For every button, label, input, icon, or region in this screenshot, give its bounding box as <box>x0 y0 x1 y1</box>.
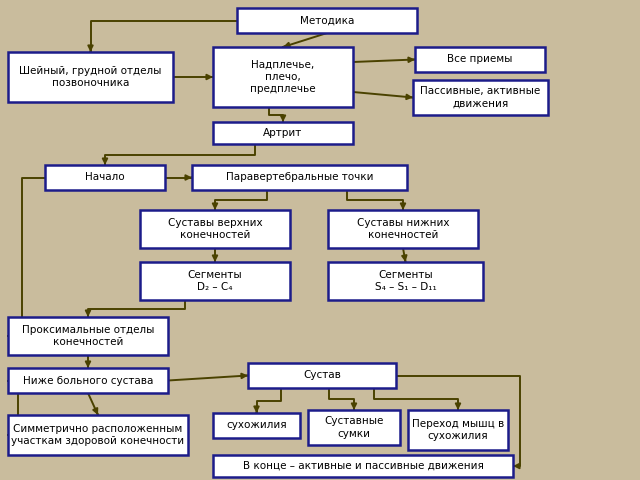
FancyBboxPatch shape <box>140 262 290 300</box>
Text: Сустав: Сустав <box>303 371 341 381</box>
Text: Артрит: Артрит <box>264 128 303 138</box>
FancyBboxPatch shape <box>8 415 188 455</box>
Text: В конце – активные и пассивные движения: В конце – активные и пассивные движения <box>243 461 483 471</box>
FancyBboxPatch shape <box>408 410 508 450</box>
Text: Методика: Методика <box>300 15 354 25</box>
Text: Суставы нижних
конечностей: Суставы нижних конечностей <box>356 218 449 240</box>
Text: Шейный, грудной отделы
позвоночника: Шейный, грудной отделы позвоночника <box>19 66 162 88</box>
Text: Переход мышц в
сухожилия: Переход мышц в сухожилия <box>412 419 504 441</box>
Text: Сегменты
D₂ – C₄: Сегменты D₂ – C₄ <box>188 270 243 292</box>
Text: Начало: Начало <box>85 172 125 182</box>
FancyBboxPatch shape <box>8 52 173 102</box>
Text: Проксимальные отделы
конечностей: Проксимальные отделы конечностей <box>22 325 154 347</box>
FancyBboxPatch shape <box>192 165 407 190</box>
FancyBboxPatch shape <box>328 210 478 248</box>
FancyBboxPatch shape <box>415 47 545 72</box>
FancyBboxPatch shape <box>8 368 168 393</box>
Text: Ниже больного сустава: Ниже больного сустава <box>23 375 153 385</box>
Text: Надплечье,
плечо,
предплечье: Надплечье, плечо, предплечье <box>250 60 316 95</box>
FancyBboxPatch shape <box>413 80 548 115</box>
FancyBboxPatch shape <box>213 122 353 144</box>
FancyBboxPatch shape <box>213 455 513 477</box>
FancyBboxPatch shape <box>213 47 353 107</box>
Text: Все приемы: Все приемы <box>447 55 513 64</box>
FancyBboxPatch shape <box>237 8 417 33</box>
Text: Пассивные, активные
движения: Пассивные, активные движения <box>420 86 541 108</box>
Text: Симметрично расположенным
участкам здоровой конечности: Симметрично расположенным участкам здоро… <box>12 424 184 446</box>
FancyBboxPatch shape <box>140 210 290 248</box>
FancyBboxPatch shape <box>248 363 396 388</box>
FancyBboxPatch shape <box>328 262 483 300</box>
Text: Суставы верхних
конечностей: Суставы верхних конечностей <box>168 218 262 240</box>
FancyBboxPatch shape <box>213 413 300 438</box>
Text: Паравертебральные точки: Паравертебральные точки <box>226 172 373 182</box>
Text: Сегменты
S₄ – S₁ – D₁₁: Сегменты S₄ – S₁ – D₁₁ <box>374 270 436 292</box>
FancyBboxPatch shape <box>8 317 168 355</box>
Text: Суставные
сумки: Суставные сумки <box>324 416 384 439</box>
FancyBboxPatch shape <box>45 165 165 190</box>
FancyBboxPatch shape <box>308 410 400 445</box>
Text: сухожилия: сухожилия <box>226 420 287 431</box>
